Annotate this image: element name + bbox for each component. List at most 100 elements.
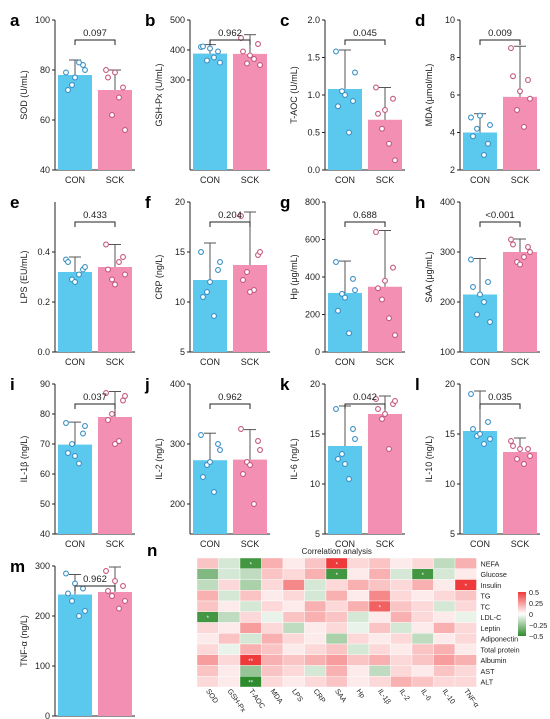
heatmap-title: Correlation analysis [302, 547, 372, 556]
p-value: 0.204 [218, 210, 242, 221]
heatmap-cell [411, 633, 434, 645]
x-tick-label: CON [200, 357, 220, 367]
y-axis-label: Hp (μg/mL) [289, 254, 299, 299]
heatmap-cell [368, 611, 391, 623]
legend-tick-label: 0.25 [529, 599, 543, 608]
heatmap-cell [325, 579, 348, 591]
data-point [481, 299, 487, 305]
p-value: <0.001 [485, 210, 514, 221]
x-tick-label: SCK [376, 175, 395, 185]
bar-sck [98, 417, 132, 534]
heatmap-cell [304, 654, 327, 666]
y-axis-label: CRP (ng/L) [154, 255, 164, 300]
heatmap-cell [282, 654, 305, 666]
data-point [211, 489, 217, 495]
heatmap-cell [390, 665, 413, 677]
y-axis-label: IL-6 (ng/L) [289, 438, 299, 480]
heatmap-col-label: LPS [290, 687, 305, 703]
data-point [105, 417, 111, 423]
heatmap-cell [433, 622, 456, 634]
data-point [120, 254, 126, 260]
panel-i: i 40 50 60 70 80 90 IL-1β (ng/L) CON SCK 0.037 [10, 375, 135, 549]
heatmap-row-label: Adiponectin [481, 635, 519, 644]
heatmap-cell [304, 590, 327, 602]
y-tick-label: 80 [40, 65, 50, 75]
data-point [120, 583, 126, 589]
panel-d: d 2 4 6 8 10 MDA (μmol/mL) CON SCK 0.009 [415, 11, 540, 185]
heatmap-cell [261, 557, 284, 569]
data-point [527, 95, 533, 102]
x-tick-label: SCK [241, 539, 260, 549]
data-point [517, 261, 523, 268]
heatmap-cell [454, 665, 477, 677]
data-point [247, 289, 253, 295]
data-point [112, 441, 118, 447]
x-tick-label: SCK [511, 357, 530, 367]
y-tick-label: 1.0 [307, 90, 320, 100]
x-tick-label: SCK [106, 357, 125, 367]
heatmap-cell [411, 590, 434, 602]
panel-b: b 300 400 500 GSH-Px (U/mL) CON SCK 0.962 [145, 11, 270, 185]
data-point [72, 74, 78, 81]
data-point [481, 441, 487, 447]
y-tick-label: 600 [305, 235, 320, 245]
data-point [122, 393, 128, 399]
heatmap-cell [433, 590, 456, 602]
y-tick-label: 10 [445, 15, 455, 25]
heatmap-cell [347, 654, 370, 666]
heatmap-cell [347, 579, 370, 591]
data-point [487, 319, 493, 325]
heatmap-cell [261, 643, 284, 655]
heatmap-cell [218, 579, 241, 591]
data-point [112, 69, 118, 76]
y-tick-label: 200 [35, 611, 50, 621]
heatmap-cell [454, 600, 477, 612]
y-tick-label: 300 [440, 247, 455, 257]
data-point [105, 266, 111, 273]
heatmap-cell [261, 590, 284, 602]
data-point [112, 281, 118, 288]
heatmap-cell [368, 676, 391, 688]
heatmap-cell [454, 643, 477, 655]
heatmap-cell [282, 643, 305, 655]
x-tick-label: CON [65, 175, 85, 185]
heatmap-cell [390, 600, 413, 612]
data-point [333, 48, 339, 55]
data-point [379, 416, 385, 422]
data-point [517, 88, 523, 95]
x-tick-label: SCK [376, 357, 395, 367]
panel-letter: b [145, 11, 155, 30]
data-point [382, 107, 388, 113]
significance-bracket [479, 221, 521, 227]
data-point [392, 332, 398, 339]
data-point [204, 289, 210, 295]
heatmap-row-label: TC [481, 602, 491, 611]
bar-con [328, 292, 362, 352]
data-point [240, 277, 246, 283]
data-point [105, 74, 111, 81]
data-point [333, 259, 339, 265]
p-value: 0.962 [218, 28, 242, 39]
panel-letter: l [415, 375, 420, 394]
heatmap-col-label: SOD [204, 687, 220, 705]
y-tick-label: 5 [450, 529, 455, 539]
heatmap-cell [368, 568, 391, 580]
data-point [240, 48, 246, 55]
y-tick-label: 10 [175, 297, 185, 307]
heatmap-cell [433, 579, 456, 591]
y-tick-label: 200 [305, 310, 320, 320]
panel-a: a 40 60 80 100 SOD (U/mL) CON SCK 0.097 [10, 11, 135, 185]
data-point [65, 87, 71, 93]
y-axis-label: SOD (U/mL) [19, 70, 29, 120]
heatmap-row-label: Total protein [481, 645, 520, 654]
x-tick-label: SCK [241, 175, 260, 185]
data-point [116, 259, 122, 265]
heatmap-cell [304, 676, 327, 688]
significance-bracket [344, 221, 386, 227]
data-point [82, 264, 88, 270]
data-point [342, 92, 348, 98]
data-point [375, 406, 381, 412]
y-tick-label: 15 [175, 247, 185, 257]
data-point [76, 613, 82, 619]
